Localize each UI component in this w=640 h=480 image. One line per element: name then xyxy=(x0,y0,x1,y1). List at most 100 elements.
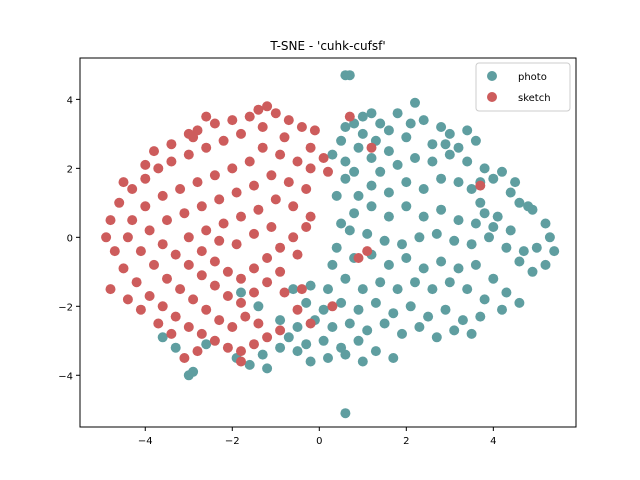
y-tick-label: −4 xyxy=(58,371,73,382)
point-sketch xyxy=(249,263,259,274)
point-photo xyxy=(401,253,412,263)
point-photo xyxy=(444,149,455,160)
point-photo xyxy=(253,301,264,312)
point-photo xyxy=(357,284,368,295)
point-photo xyxy=(170,342,181,353)
legend-marker-sketch xyxy=(487,92,497,102)
point-photo xyxy=(331,242,342,253)
point-photo xyxy=(475,311,486,322)
point-sketch xyxy=(149,259,159,270)
point-photo xyxy=(392,159,403,170)
y-axis: −4 −2 0 2 4 xyxy=(58,95,80,382)
point-sketch xyxy=(231,239,242,250)
point-sketch xyxy=(249,287,259,298)
point-photo xyxy=(383,211,394,222)
point-photo xyxy=(301,339,312,350)
point-sketch xyxy=(236,128,246,139)
point-photo xyxy=(257,349,268,360)
point-photo xyxy=(453,142,464,153)
point-sketch xyxy=(249,228,259,239)
point-photo xyxy=(305,280,316,291)
chart-title: T-SNE - 'cuhk-cufsf' xyxy=(269,39,385,53)
point-photo xyxy=(418,211,429,222)
point-photo xyxy=(544,232,555,243)
point-photo xyxy=(531,242,542,253)
point-sketch xyxy=(131,277,142,288)
point-photo xyxy=(449,325,460,336)
points-layer xyxy=(101,70,560,419)
point-sketch xyxy=(275,325,286,336)
point-photo xyxy=(236,287,246,298)
point-photo xyxy=(383,187,394,198)
point-photo xyxy=(427,156,438,167)
point-sketch xyxy=(188,294,199,305)
point-sketch xyxy=(144,225,155,236)
point-sketch xyxy=(122,294,133,305)
point-sketch xyxy=(183,128,194,139)
point-photo xyxy=(492,211,503,222)
point-sketch xyxy=(170,311,181,322)
point-sketch xyxy=(362,246,373,257)
y-tick-label: 2 xyxy=(67,164,73,175)
point-photo xyxy=(466,239,477,250)
legend: photo sketch xyxy=(475,62,571,112)
point-sketch xyxy=(236,211,246,222)
point-sketch xyxy=(270,194,281,205)
point-sketch xyxy=(153,318,164,329)
point-photo xyxy=(340,173,351,184)
point-photo xyxy=(383,146,394,157)
point-sketch xyxy=(257,142,268,153)
point-photo xyxy=(327,149,338,160)
point-photo xyxy=(440,304,451,315)
point-sketch xyxy=(209,280,220,291)
point-sketch xyxy=(179,353,190,363)
point-sketch xyxy=(218,218,229,229)
point-sketch xyxy=(140,173,151,184)
point-photo xyxy=(292,322,303,332)
point-photo xyxy=(462,125,473,136)
point-sketch xyxy=(227,322,238,332)
point-photo xyxy=(479,208,490,219)
point-photo xyxy=(410,277,420,288)
point-sketch xyxy=(179,208,190,219)
point-sketch xyxy=(275,242,286,253)
point-photo xyxy=(349,166,360,177)
point-photo xyxy=(375,118,386,129)
point-sketch xyxy=(201,142,212,153)
point-sketch xyxy=(353,253,364,263)
point-sketch xyxy=(214,315,225,326)
point-photo xyxy=(340,408,351,419)
point-sketch xyxy=(301,184,312,194)
point-sketch xyxy=(253,318,264,329)
point-photo xyxy=(418,263,429,274)
point-sketch xyxy=(196,270,207,281)
point-sketch xyxy=(266,170,277,181)
point-sketch xyxy=(240,311,251,322)
point-sketch xyxy=(140,159,151,170)
point-photo xyxy=(353,142,364,153)
point-photo xyxy=(388,353,399,363)
point-sketch xyxy=(292,249,303,260)
point-photo xyxy=(401,201,412,212)
point-photo xyxy=(462,284,473,295)
point-sketch xyxy=(253,204,264,215)
x-tick-label: −4 xyxy=(138,436,153,447)
point-photo xyxy=(353,304,364,315)
point-sketch xyxy=(262,332,273,343)
point-photo xyxy=(388,308,399,319)
point-photo xyxy=(366,153,377,163)
point-sketch xyxy=(157,190,168,201)
point-sketch xyxy=(270,108,281,119)
point-photo xyxy=(357,356,368,367)
point-photo xyxy=(262,363,273,374)
point-photo xyxy=(510,177,521,188)
y-tick-label: 4 xyxy=(67,95,73,106)
point-photo xyxy=(362,228,373,239)
point-sketch xyxy=(101,232,112,243)
point-sketch xyxy=(175,184,186,194)
point-photo xyxy=(292,346,303,357)
point-photo xyxy=(379,235,390,246)
point-photo xyxy=(427,139,438,150)
point-photo xyxy=(340,273,351,284)
x-tick-label: 0 xyxy=(316,436,322,447)
